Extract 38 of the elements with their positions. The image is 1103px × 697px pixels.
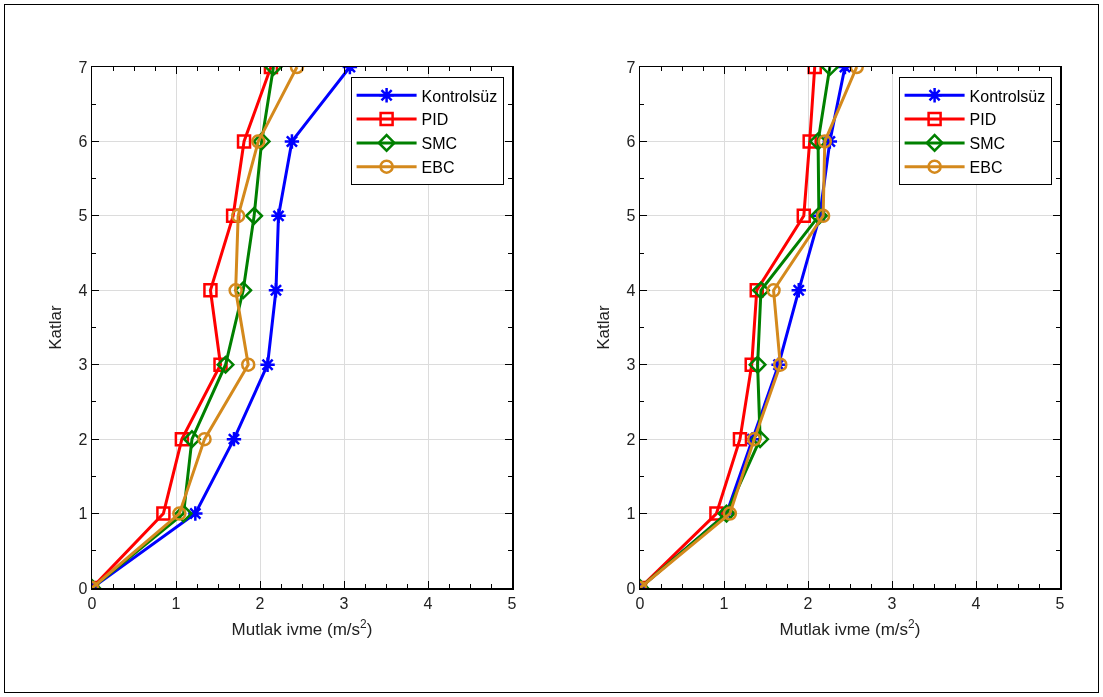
x-axis-title: Mutlak ivme (m/s$^{2}$): [779, 616, 921, 639]
y-tick-label: 7: [78, 58, 88, 76]
legend-label: PID: [421, 111, 449, 129]
y-tick-label: 6: [626, 133, 636, 151]
x-tick-label: 3: [887, 594, 897, 612]
y-tick-label: 7: [626, 58, 636, 76]
x-tick-label: 5: [507, 594, 517, 612]
x-tick-label: 5: [1055, 594, 1065, 612]
y-tick-label: 5: [78, 207, 88, 225]
legend-label: EBC: [969, 158, 1003, 176]
y-tick-label: 2: [626, 430, 636, 448]
x-tick-label: 3: [339, 594, 349, 612]
y-tick-label: 4: [626, 281, 636, 299]
y-axis-title: Katlar: [594, 304, 614, 350]
y-tick-label: 3: [626, 356, 636, 374]
y-tick-label: 4: [78, 281, 88, 299]
legend-label: Kontrolsüz: [421, 87, 498, 105]
legend-label: EBC: [421, 158, 455, 176]
x-tick-label: 4: [971, 594, 981, 612]
x-tick-label: 1: [171, 594, 181, 612]
y-tick-label: 0: [78, 579, 88, 597]
x-tick-label: 2: [803, 594, 813, 612]
y-tick-label: 6: [78, 133, 88, 151]
x-tick-label: 4: [423, 594, 433, 612]
legend-label: PID: [969, 111, 997, 129]
y-tick-label: 3: [78, 356, 88, 374]
x-axis-title: Mutlak ivme (m/s$^{2}$): [231, 616, 373, 639]
y-tick-label: 2: [78, 430, 88, 448]
y-tick-label: 1: [78, 505, 88, 523]
y-tick-label: 1: [626, 505, 636, 523]
y-axis-title: Katlar: [46, 304, 66, 350]
legend-label: Kontrolsüz: [969, 87, 1046, 105]
legend-label: SMC: [969, 135, 1006, 153]
legend-label: SMC: [421, 135, 458, 153]
y-tick-label: 5: [626, 207, 636, 225]
y-tick-label: 0: [626, 579, 636, 597]
x-tick-label: 2: [255, 594, 265, 612]
x-tick-label: 1: [719, 594, 729, 612]
